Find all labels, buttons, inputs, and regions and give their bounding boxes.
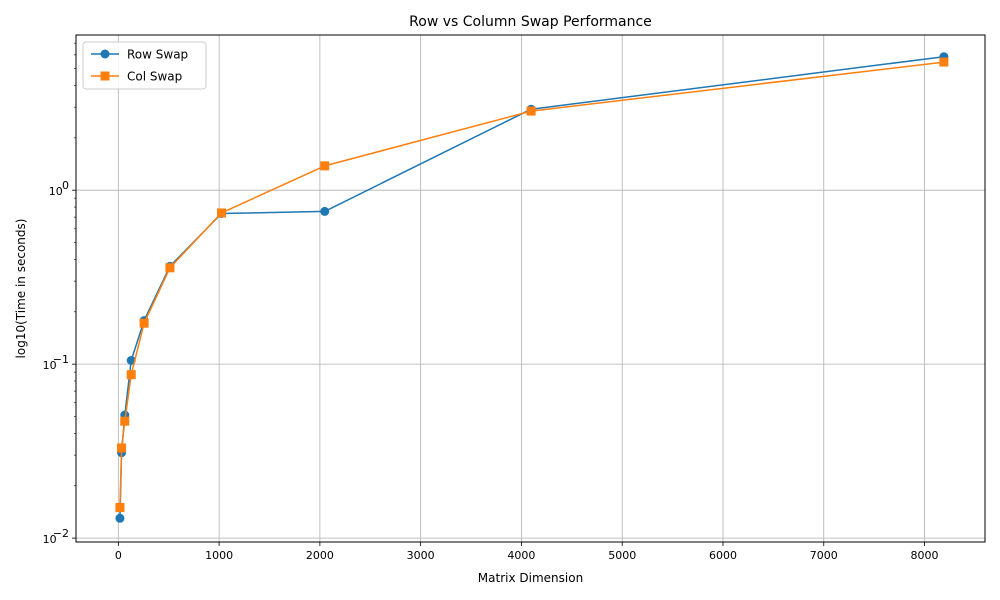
x-tick-label: 2000 xyxy=(306,549,334,562)
x-tick-label: 4000 xyxy=(507,549,535,562)
x-tick-label: 1000 xyxy=(205,549,233,562)
series-col-swap-point xyxy=(320,161,330,171)
x-axis-ticks: 0 1000 2000 3000 4000 5000 6000 7000 8000 xyxy=(115,542,939,562)
series-col-swap-point xyxy=(120,416,130,426)
chart-title: Row vs Column Swap Performance xyxy=(409,14,652,30)
x-tick-label: 5000 xyxy=(608,549,636,562)
y-tick-exponent: −1 xyxy=(53,353,69,366)
series-col-swap-point xyxy=(939,57,949,67)
x-tick-label: 8000 xyxy=(911,549,939,562)
y-tick-label: 10 xyxy=(43,359,57,372)
series-col-swap-point xyxy=(217,208,227,218)
series-col-swap-point xyxy=(126,370,136,380)
series-col-swap-point xyxy=(115,502,125,512)
series-layer xyxy=(115,52,949,523)
series-row-swap-point xyxy=(320,206,330,216)
series-col-swap-line xyxy=(119,61,944,508)
series-row-swap-point xyxy=(115,513,125,523)
legend-row-swap-label: Row Swap xyxy=(127,48,188,62)
y-axis-label: log10(Time in seconds) xyxy=(14,219,28,359)
series-col-swap-point xyxy=(165,263,175,273)
series-col-swap-point xyxy=(139,318,149,328)
legend-col-swap-label: Col Swap xyxy=(127,70,182,84)
legend-col-swap-marker xyxy=(100,71,110,81)
x-tick-label: 0 xyxy=(115,549,122,562)
series-col-swap-point xyxy=(117,443,127,453)
y-tick-exponent: 0 xyxy=(62,179,69,192)
series-col-swap-point xyxy=(526,106,536,116)
x-tick-label: 6000 xyxy=(709,549,737,562)
legend: Row Swap Col Swap xyxy=(82,41,207,90)
plot-frame xyxy=(75,34,986,543)
legend-row-swap-marker xyxy=(100,49,110,59)
x-tick-label: 7000 xyxy=(810,549,838,562)
x-axis-label: Matrix Dimension xyxy=(478,571,583,585)
y-tick-exponent: −2 xyxy=(53,527,69,540)
y-tick-label: 10 xyxy=(43,533,57,546)
y-tick-label: 10 xyxy=(49,185,63,198)
grid xyxy=(76,35,985,542)
x-tick-label: 3000 xyxy=(407,549,435,562)
